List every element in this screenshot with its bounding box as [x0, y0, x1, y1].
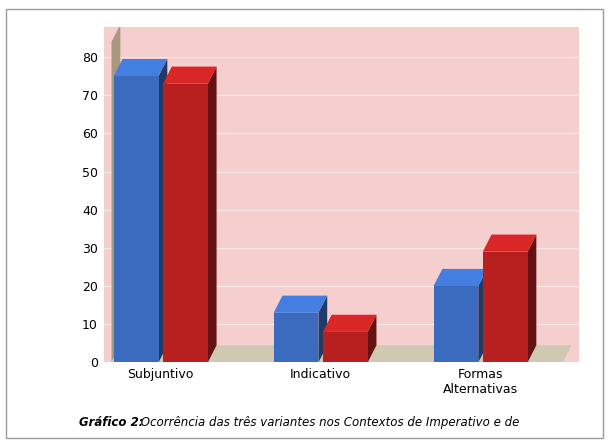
Bar	[114, 76, 158, 362]
Polygon shape	[208, 67, 217, 362]
Polygon shape	[527, 235, 537, 362]
Polygon shape	[111, 345, 571, 362]
Polygon shape	[478, 269, 487, 362]
Polygon shape	[434, 269, 487, 286]
Text: Gráfico 2:: Gráfico 2:	[79, 416, 144, 429]
Bar	[483, 252, 527, 362]
Polygon shape	[319, 296, 327, 362]
Text: Ocorrência das três variantes nos Contextos de Imperativo e de: Ocorrência das três variantes nos Contex…	[137, 416, 519, 429]
Polygon shape	[483, 235, 537, 252]
Polygon shape	[114, 59, 167, 76]
Polygon shape	[163, 67, 217, 84]
Polygon shape	[111, 25, 121, 362]
Bar	[434, 286, 478, 362]
Polygon shape	[158, 59, 167, 362]
Polygon shape	[323, 315, 376, 332]
Bar	[163, 84, 208, 362]
Polygon shape	[368, 315, 376, 362]
Polygon shape	[273, 296, 327, 313]
Bar	[323, 332, 368, 362]
Bar	[273, 313, 319, 362]
